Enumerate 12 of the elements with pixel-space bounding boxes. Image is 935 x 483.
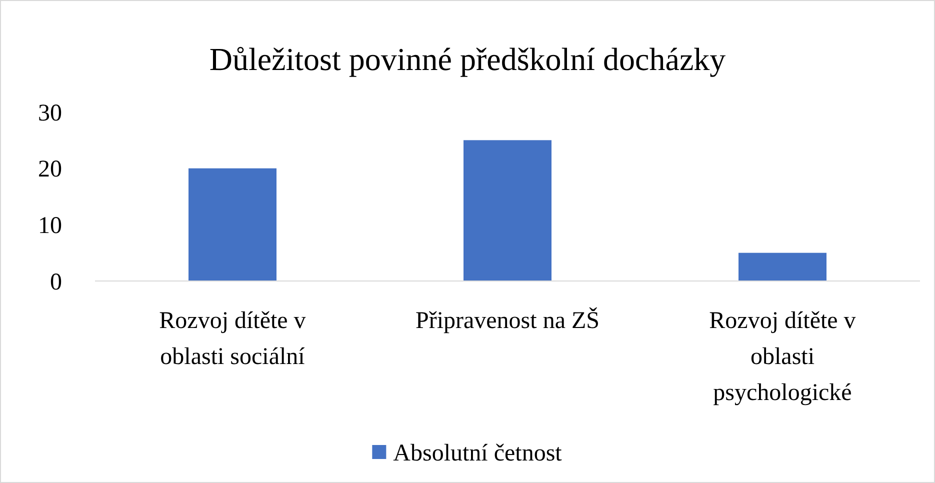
legend-label: Absolutní četnost <box>393 440 562 466</box>
chart-title: Důležitost povinné předškolní docházky <box>209 41 726 77</box>
bar <box>738 252 826 281</box>
x-tick-label: Připravenost na ZŠ <box>416 307 600 334</box>
y-tick-label: 30 <box>38 100 62 126</box>
y-tick-label: 10 <box>38 213 62 240</box>
bar <box>188 168 276 281</box>
x-tick-label: Rozvoj dítěte v oblasti sociální <box>159 308 306 370</box>
y-tick-label: 0 <box>50 269 62 296</box>
bar <box>464 140 552 281</box>
y-tick-label: 20 <box>38 156 62 183</box>
x-tick-label: Rozvoj dítěte v oblasti psychologické <box>709 308 856 406</box>
